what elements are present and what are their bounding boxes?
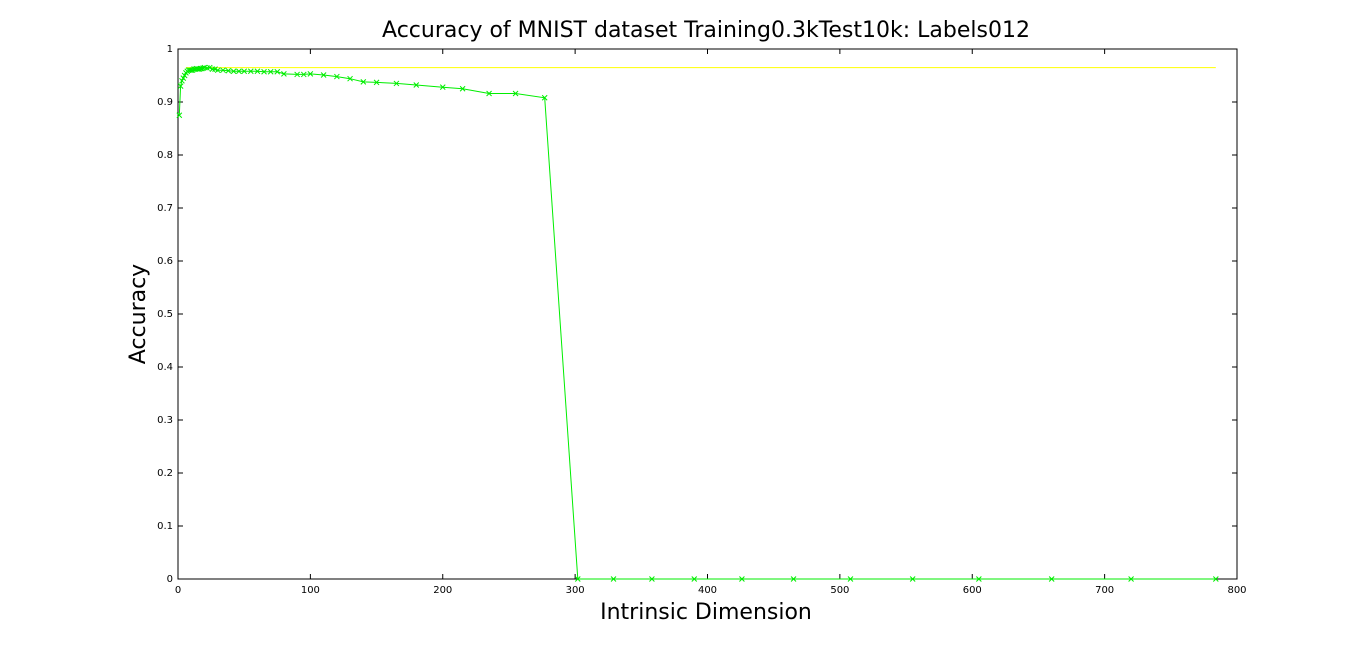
data-point: [274, 68, 281, 75]
data-point: [459, 85, 466, 92]
x-tick-label: 400: [698, 585, 717, 596]
data-point: [486, 90, 492, 97]
data-point: [541, 94, 548, 101]
y-tick-label: 0.4: [157, 362, 173, 373]
data-point: [1212, 576, 1219, 582]
data-point: [236, 68, 242, 75]
data-point: [691, 576, 698, 582]
x-tick-label: 500: [830, 585, 849, 596]
data-point: [347, 75, 353, 82]
data-point: [649, 576, 655, 582]
x-tick-label: 700: [1095, 585, 1114, 596]
y-tick-label: 0.1: [157, 521, 173, 532]
data-point: [847, 576, 854, 582]
data-point: [360, 79, 367, 85]
data-point: [909, 576, 916, 582]
data-point: [267, 68, 274, 75]
y-tick-label: 0.5: [157, 309, 173, 320]
plot-area: [177, 48, 1238, 580]
data-point: [790, 576, 797, 582]
x-tick-label: 100: [301, 585, 320, 596]
data-point: [333, 73, 340, 80]
data-point: [254, 68, 261, 75]
y-tick-label: 1: [167, 44, 173, 55]
data-point: [294, 71, 300, 78]
x-tick-label: 0: [175, 585, 181, 596]
data-point: [1048, 576, 1055, 582]
data-point: [976, 576, 982, 582]
data-point: [281, 71, 287, 77]
data-point: [307, 71, 314, 77]
x-tick-label: 300: [566, 585, 585, 596]
y-tick-label: 0.3: [157, 415, 173, 426]
data-point: [373, 79, 380, 86]
data-point: [300, 71, 307, 78]
data-point: [574, 576, 581, 582]
x-tick-label: 800: [1227, 585, 1246, 596]
data-point: [739, 576, 745, 582]
data-point: [261, 68, 267, 75]
data-point: [393, 80, 400, 87]
data-point: [413, 82, 420, 88]
x-axis-title: Intrinsic Dimension: [600, 600, 812, 625]
data-point: [225, 67, 232, 74]
data-point: [206, 64, 213, 71]
y-tick-label: 0.8: [157, 150, 173, 161]
data-point: [177, 83, 184, 89]
data-point: [1128, 576, 1134, 582]
series-lines: [176, 64, 1219, 582]
y-tick-label: 0.9: [157, 97, 173, 108]
data-point: [439, 84, 446, 91]
y-axis-title: Accuracy: [126, 264, 151, 364]
x-tick-label: 200: [433, 585, 452, 596]
y-tick-label: 0.6: [157, 256, 173, 267]
y-tick-label: 0.2: [157, 468, 173, 479]
data-point: [247, 68, 254, 75]
x-tick-label: 600: [963, 585, 982, 596]
y-tick-label: 0.7: [157, 203, 173, 214]
chart-title: Accuracy of MNIST dataset Training0.3kTe…: [382, 18, 1030, 43]
y-tick-label: 0: [167, 574, 173, 585]
data-point: [230, 68, 237, 75]
data-point: [320, 72, 327, 78]
data-point: [214, 67, 221, 74]
data-point: [241, 68, 248, 75]
axis-ticks: 0 100 200 300 400 500 600 700 800 0 0.1 0.2 0.3 0.4 0.…: [157, 44, 1246, 596]
data-point: [512, 90, 519, 97]
data-point: [610, 576, 617, 582]
data-point: [220, 67, 226, 74]
data-point: [176, 112, 183, 119]
